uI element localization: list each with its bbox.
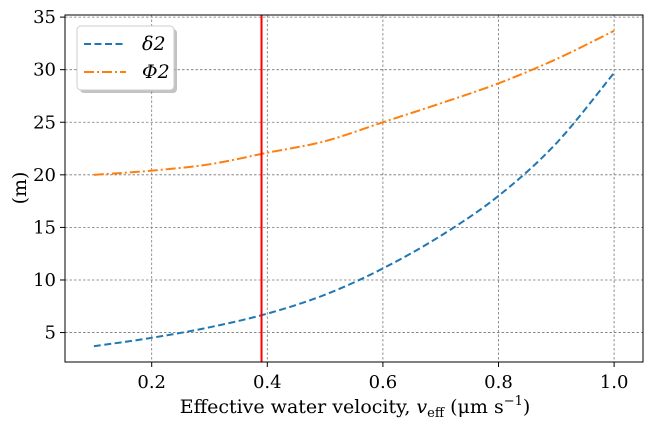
y-tick-label: 5	[45, 323, 56, 344]
y-tick-label: 20	[33, 165, 56, 186]
plot-frame	[64, 14, 644, 363]
series-line-phi2	[93, 29, 615, 176]
series-group	[93, 29, 615, 348]
y-tick-label: 35	[33, 7, 56, 28]
x-tick-label: 1.0	[600, 372, 629, 393]
y-axis: 5 10 15 20 25 30 35	[33, 7, 65, 344]
legend-label-delta2: δ2	[142, 33, 166, 55]
y-axis-label: (m)	[9, 172, 31, 205]
legend: δ2 Φ2	[76, 25, 177, 93]
x-tick-label: 0.6	[369, 372, 398, 393]
x-axis-label: Effective water velocity, veff (μm s−1)	[180, 394, 531, 421]
x-tick-label: 0.2	[137, 372, 166, 393]
series-line-delta2	[93, 72, 615, 348]
legend-label-phi2: Φ2	[142, 61, 170, 83]
y-tick-label: 15	[33, 217, 56, 238]
x-tick-label: 0.4	[253, 372, 282, 393]
x-axis: 0.2 0.4 0.6 0.8 1.0	[137, 362, 628, 393]
y-tick-label: 25	[33, 112, 56, 133]
x-tick-label: 0.8	[484, 372, 513, 393]
y-tick-label: 30	[33, 60, 56, 81]
y-tick-label: 10	[33, 270, 56, 291]
